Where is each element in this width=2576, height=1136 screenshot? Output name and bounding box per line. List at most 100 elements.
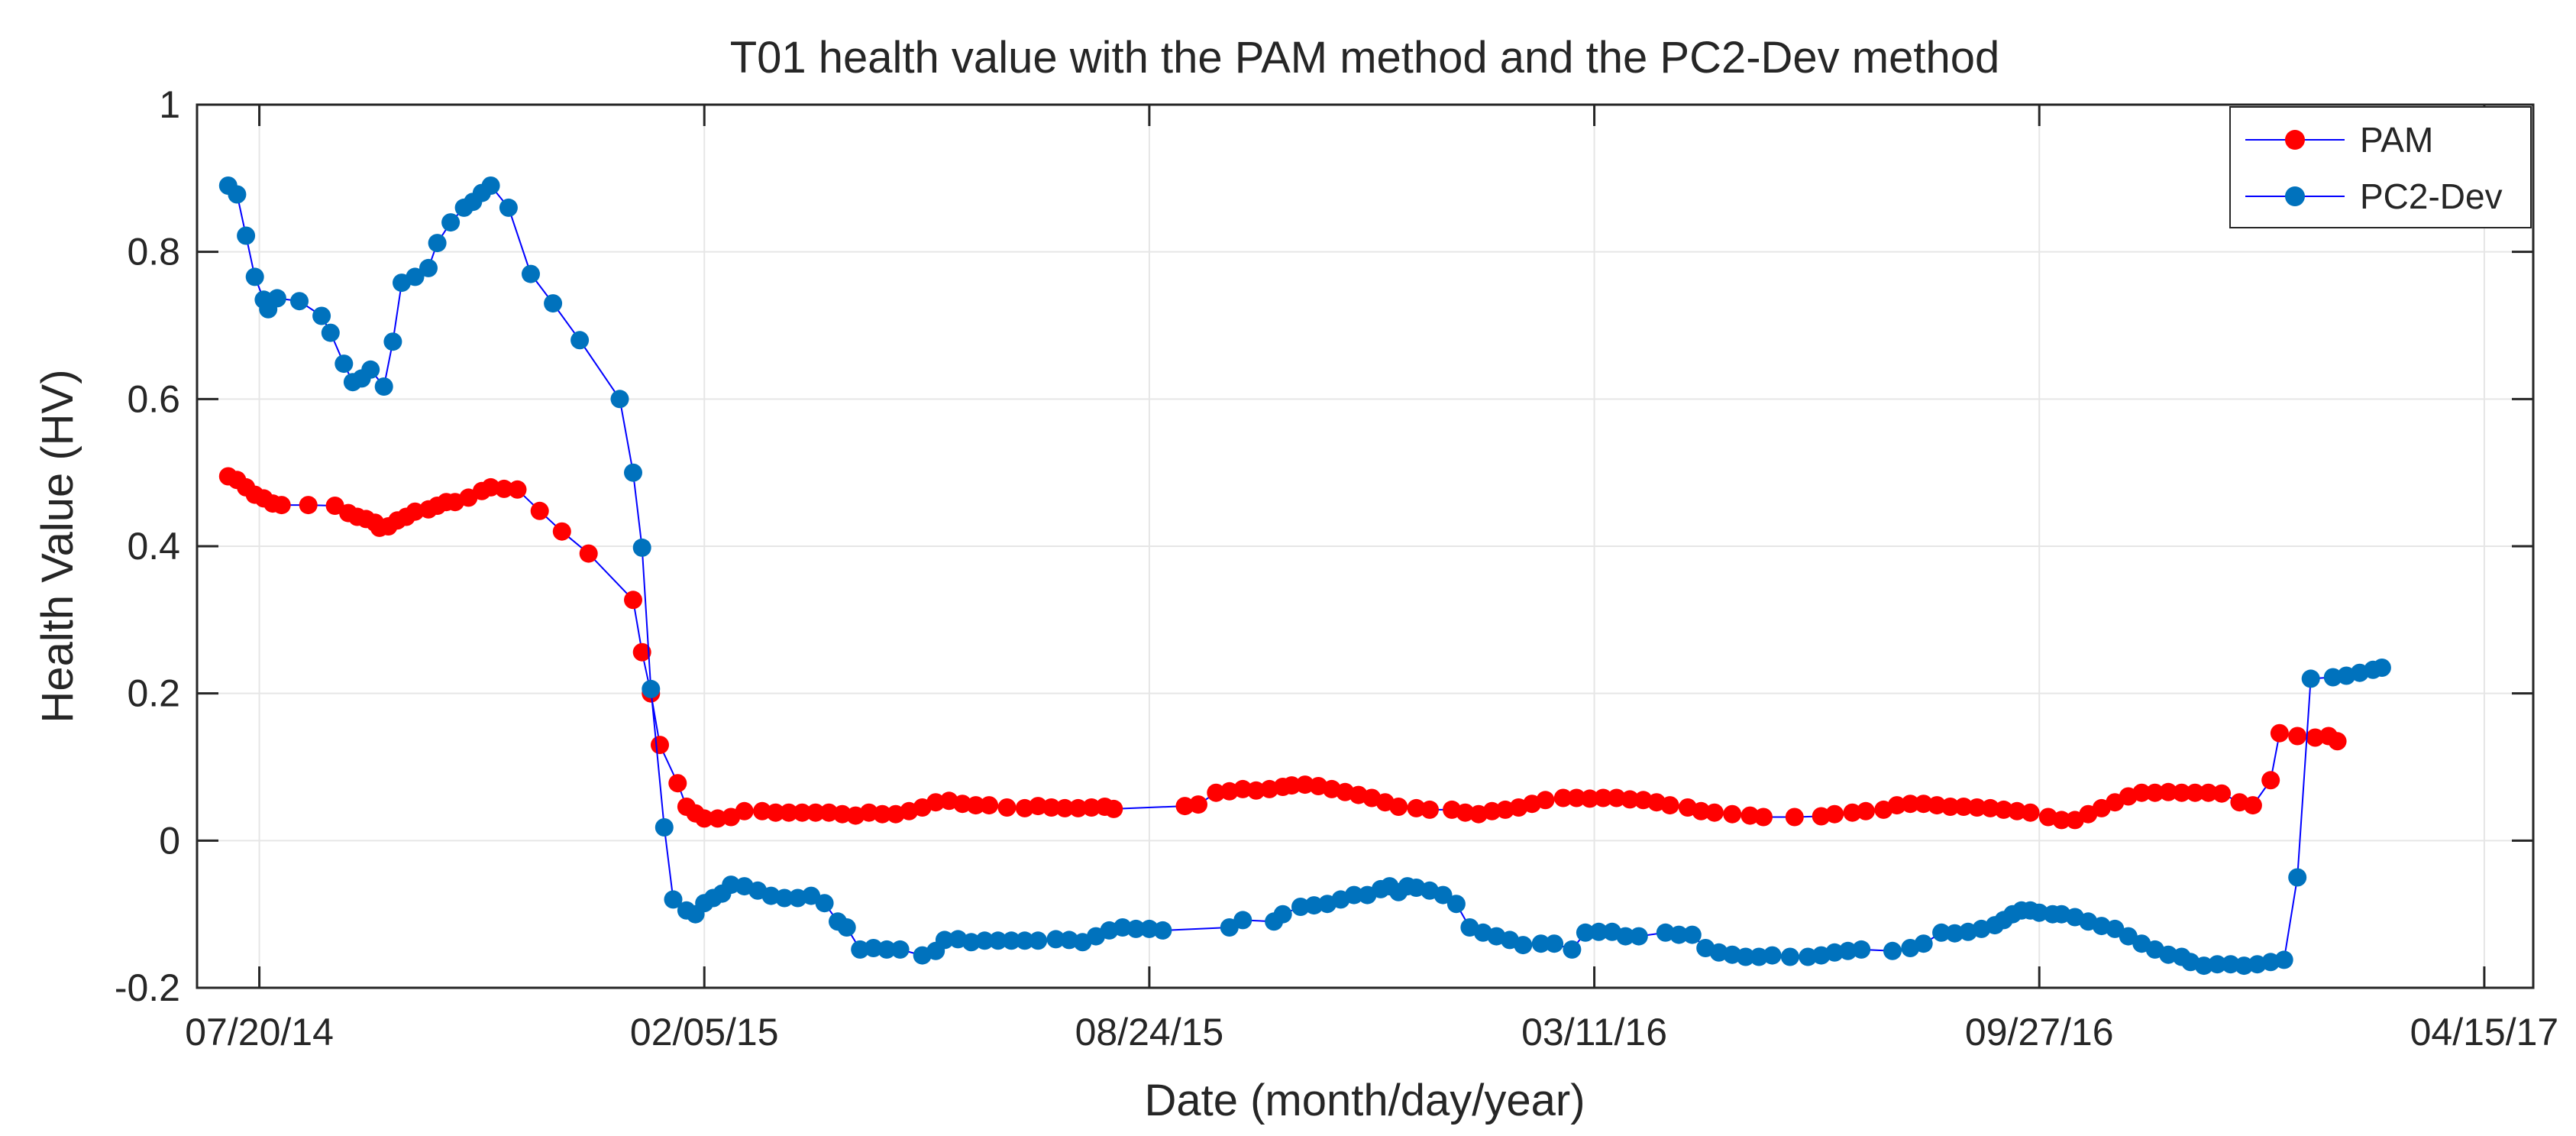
data-point-pc2-dev bbox=[1046, 930, 1065, 949]
data-point-pam bbox=[1954, 798, 1973, 816]
data-point-pc2-dev bbox=[1433, 885, 1453, 905]
data-point-pc2-dev bbox=[1736, 947, 1755, 966]
data-point-pam bbox=[272, 496, 291, 515]
data-point-pc2-dev bbox=[312, 306, 331, 325]
data-point-pc2-dev bbox=[428, 234, 447, 253]
data-point-pc2-dev bbox=[1852, 940, 1871, 959]
data-point-pam bbox=[980, 796, 999, 815]
data-point-pam bbox=[1857, 801, 1875, 820]
data-point-pam bbox=[632, 642, 651, 662]
data-point-pam bbox=[926, 793, 945, 812]
data-point-pam bbox=[1660, 796, 1679, 815]
data-point-pc2-dev bbox=[267, 289, 286, 308]
data-point-pc2-dev bbox=[1139, 919, 1159, 938]
data-point-pam bbox=[1282, 776, 1301, 795]
data-point-pam bbox=[2288, 727, 2307, 746]
data-point-pam bbox=[1567, 788, 1586, 807]
data-point-pc2-dev bbox=[2194, 956, 2213, 976]
data-point-pc2-dev bbox=[570, 331, 590, 350]
x-tick-label: 09/27/16 bbox=[1965, 1011, 2114, 1053]
data-point-pam bbox=[1580, 789, 1599, 808]
x-axis-label: Date (month/day/year) bbox=[1144, 1076, 1585, 1125]
data-point-pam bbox=[966, 796, 985, 815]
data-point-pc2-dev bbox=[544, 294, 563, 313]
data-point-pc2-dev bbox=[632, 538, 651, 557]
data-point-pam bbox=[530, 501, 549, 520]
data-point-pc2-dev bbox=[335, 354, 354, 374]
data-point-pam bbox=[1536, 791, 1555, 810]
data-point-pam bbox=[1246, 781, 1265, 800]
data-point-pam bbox=[1754, 807, 1773, 827]
data-point-pc2-dev bbox=[1616, 927, 1635, 946]
data-point-pam bbox=[873, 804, 892, 824]
y-tick-label: 0.6 bbox=[127, 377, 180, 420]
data-point-pam bbox=[299, 496, 318, 515]
data-point-pam bbox=[1295, 775, 1314, 795]
data-point-pam bbox=[1594, 788, 1613, 807]
data-point-pam bbox=[806, 803, 825, 822]
y-tick-label: 0.8 bbox=[127, 231, 180, 273]
data-point-pc2-dev bbox=[1838, 941, 1857, 960]
data-point-pc2-dev bbox=[1291, 898, 1310, 916]
data-point-pc2-dev bbox=[321, 323, 340, 342]
data-point-pam bbox=[2328, 732, 2347, 751]
data-point-pc2-dev bbox=[1945, 924, 1964, 943]
tick-layer: 07/20/14 02/05/15 08/24/15 03/11/16 09/27/16… bbox=[115, 83, 2558, 1053]
data-point-pam bbox=[1967, 798, 1986, 817]
data-point-pc2-dev bbox=[1825, 943, 1844, 962]
data-point-pam bbox=[1029, 797, 1048, 816]
data-point-pam bbox=[793, 803, 812, 822]
data-point-pam bbox=[1785, 807, 1804, 827]
y-tick-label: 0 bbox=[159, 819, 180, 862]
data-point-pc2-dev bbox=[1932, 923, 1951, 942]
y-tick-label: -0.2 bbox=[115, 966, 180, 1009]
y-axis-label: Health Value (HV) bbox=[33, 369, 82, 723]
data-point-pc2-dev bbox=[878, 940, 897, 959]
data-point-pam bbox=[1621, 790, 1640, 809]
data-point-pc2-dev bbox=[1015, 931, 1034, 950]
data-point-pam bbox=[579, 544, 598, 563]
data-point-pc2-dev bbox=[815, 894, 834, 913]
data-point-pc2-dev bbox=[2288, 868, 2307, 887]
data-point-pam bbox=[1981, 798, 2000, 817]
data-point-pc2-dev bbox=[374, 377, 393, 396]
y-tick-label: 0.2 bbox=[127, 672, 180, 715]
data-point-pc2-dev bbox=[1589, 922, 1608, 941]
data-point-pc2-dev bbox=[2301, 669, 2320, 688]
data-point-pam bbox=[1887, 796, 1906, 815]
data-point-pc2-dev bbox=[237, 226, 256, 245]
data-point-pc2-dev bbox=[1669, 925, 1689, 944]
x-tick-label: 03/11/16 bbox=[1521, 1011, 1667, 1053]
data-point-pc2-dev bbox=[1576, 923, 1595, 942]
data-point-pam bbox=[2270, 723, 2289, 743]
data-point-pam bbox=[1042, 798, 1061, 817]
data-point-pam bbox=[953, 795, 972, 814]
data-point-pc2-dev bbox=[2208, 955, 2227, 974]
data-point-pam bbox=[508, 480, 527, 499]
data-point-pc2-dev bbox=[441, 213, 461, 232]
data-point-pam bbox=[1207, 783, 1226, 802]
legend-label-pam: PAM bbox=[2360, 120, 2433, 160]
legend-marker-pam bbox=[2285, 130, 2305, 150]
data-point-pc2-dev bbox=[624, 463, 642, 482]
data-point-pc2-dev bbox=[775, 888, 794, 908]
data-point-pam bbox=[552, 522, 571, 541]
data-point-pam bbox=[1068, 798, 1088, 817]
y-tick-label: 1 bbox=[159, 83, 180, 126]
data-point-pc2-dev bbox=[1629, 927, 1648, 946]
data-point-pc2-dev bbox=[2235, 956, 2254, 976]
data-point-pc2-dev bbox=[1780, 947, 1799, 966]
data-point-pam bbox=[1175, 797, 1194, 816]
data-point-pam bbox=[766, 803, 785, 822]
data-point-pam bbox=[2172, 783, 2191, 802]
data-point-pc2-dev bbox=[935, 930, 954, 950]
data-point-pam bbox=[1723, 804, 1742, 824]
data-point-pc2-dev bbox=[2221, 955, 2240, 974]
data-point-pam bbox=[1705, 803, 1724, 822]
data-point-pc2-dev bbox=[1531, 934, 1550, 953]
data-point-pam bbox=[2186, 783, 2205, 802]
data-point-pam bbox=[1233, 779, 1252, 798]
data-point-pam bbox=[2021, 803, 2040, 822]
data-point-pc2-dev bbox=[2274, 950, 2293, 969]
data-point-pam bbox=[2132, 783, 2151, 802]
